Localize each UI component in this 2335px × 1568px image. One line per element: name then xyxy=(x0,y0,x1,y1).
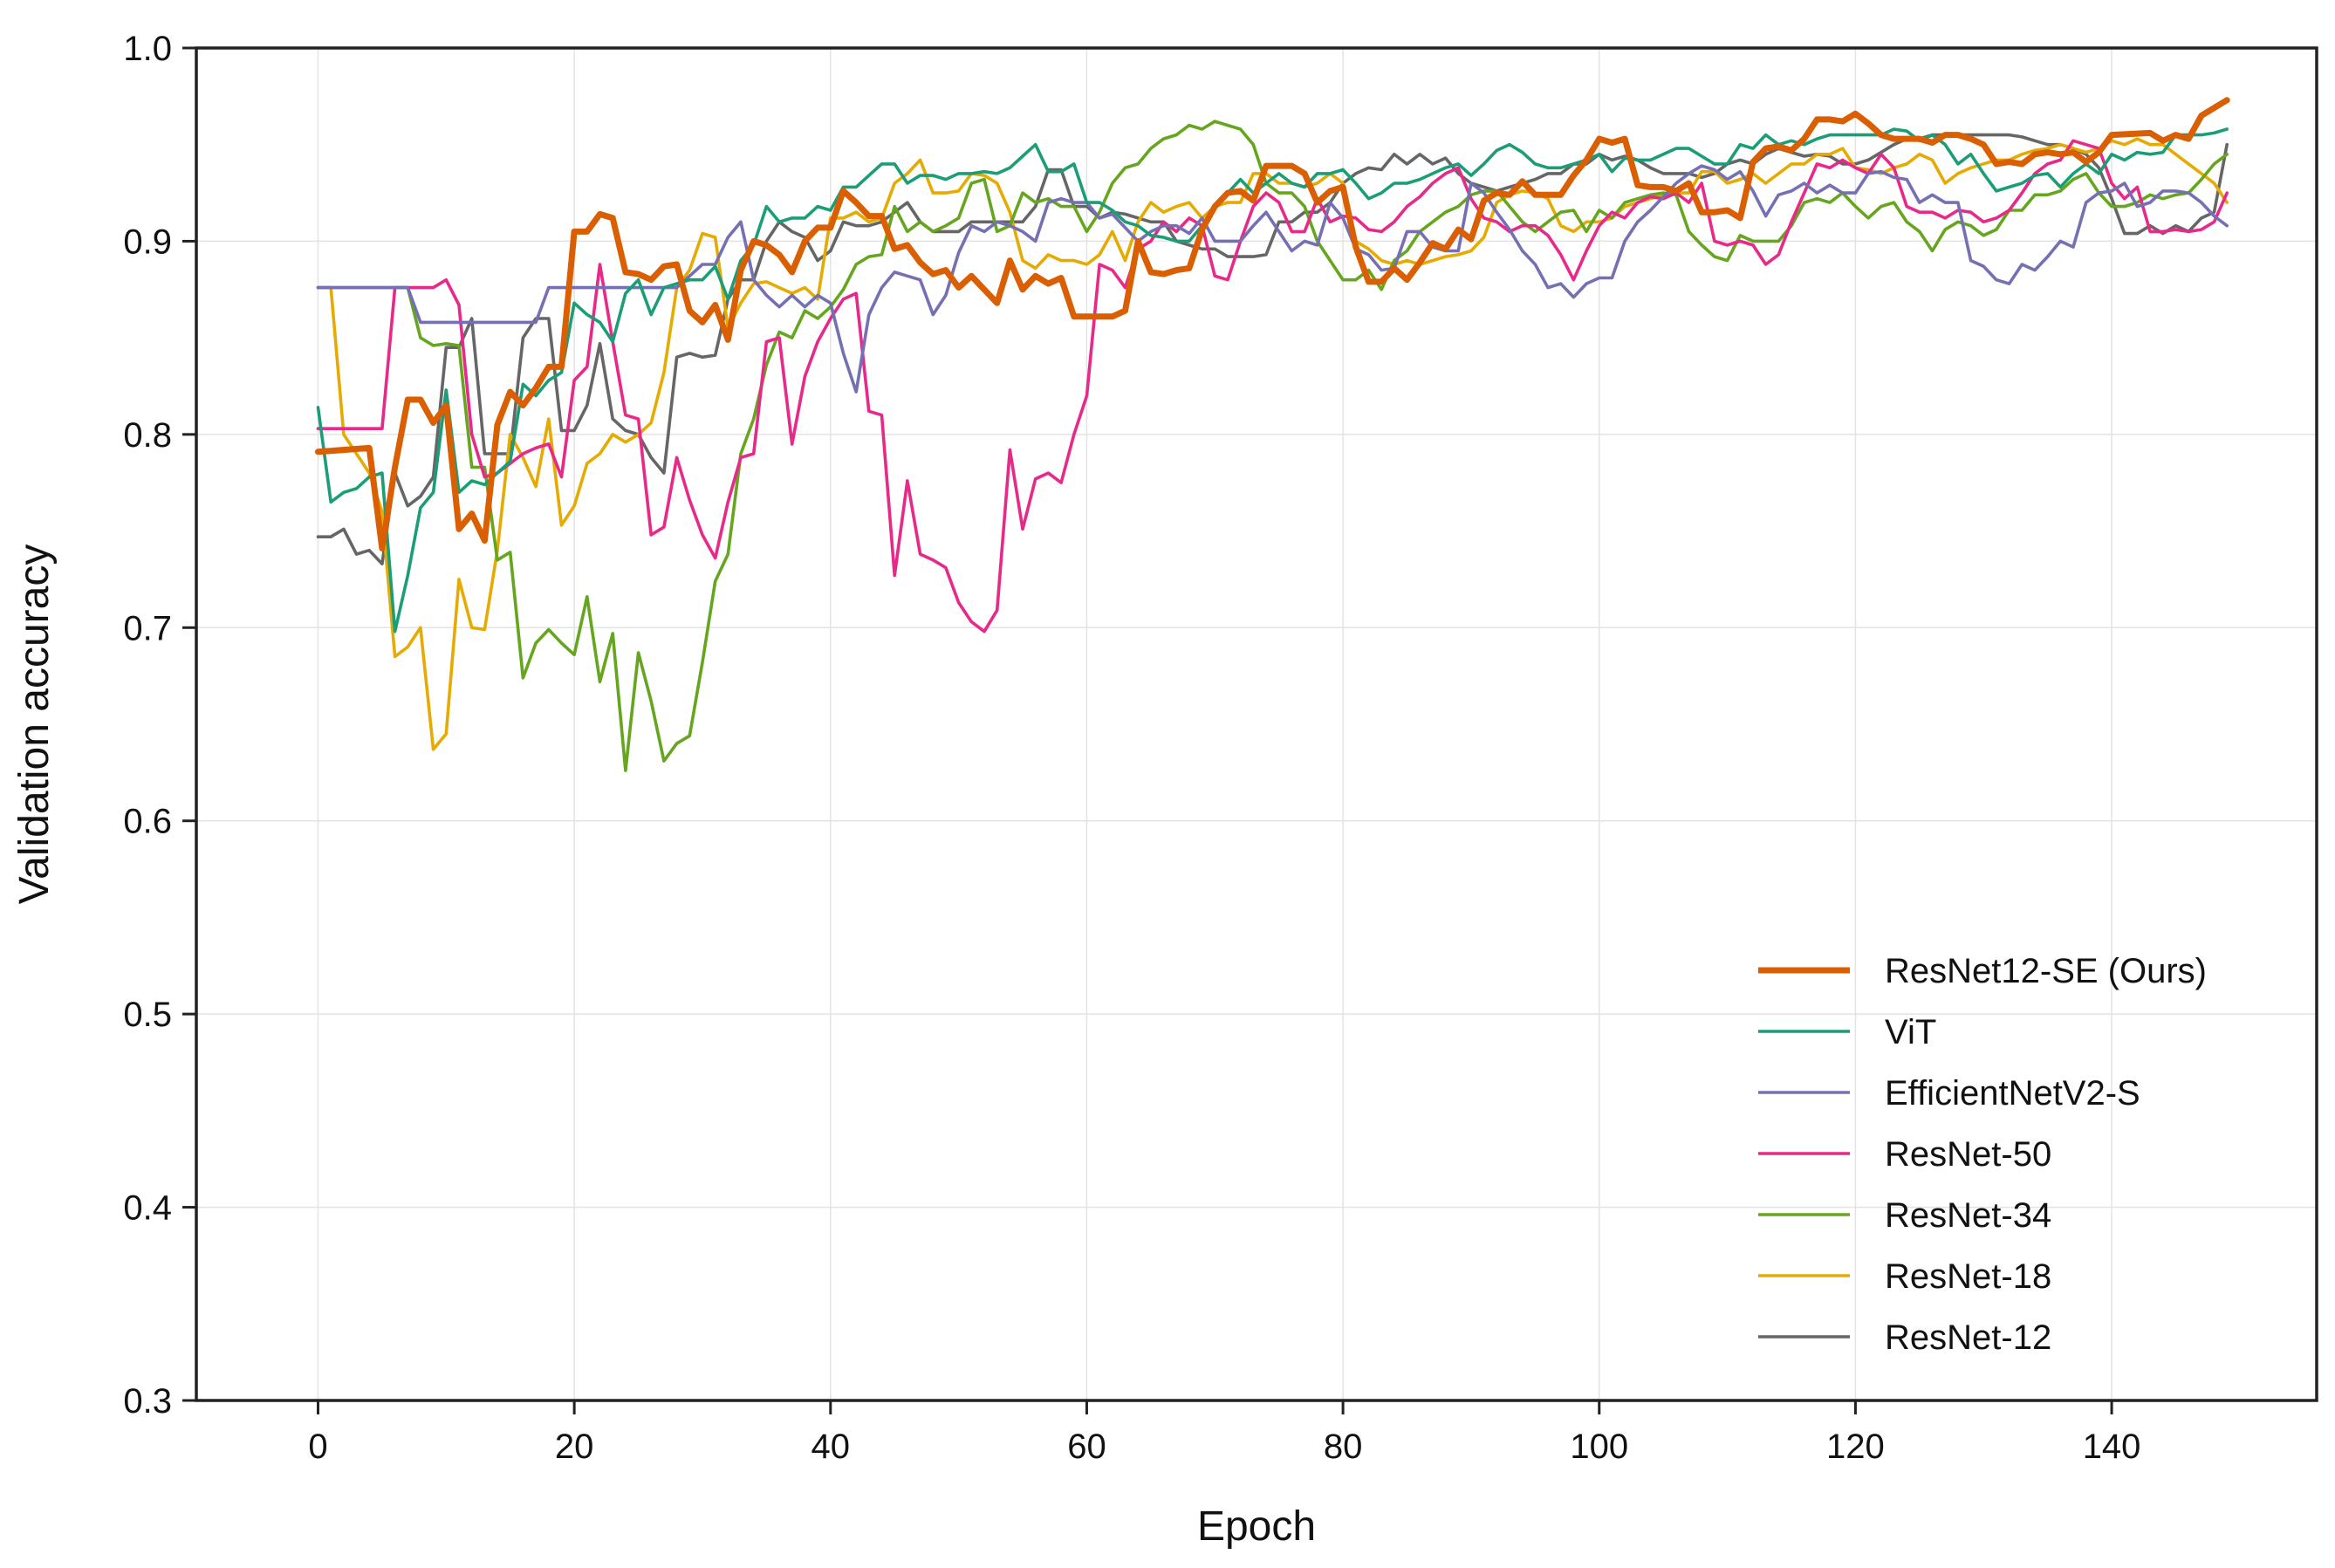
y-axis-label: Validation accuracy xyxy=(11,544,58,905)
series-line-efficientnetv2-s xyxy=(316,164,2229,394)
series-line-resnet-50 xyxy=(316,139,2229,633)
series-line-vit xyxy=(316,127,2229,633)
plot-frame xyxy=(195,46,2318,1402)
legend-label-resnet-12: ResNet-12 xyxy=(1885,1318,2051,1357)
x-tick-label: 60 xyxy=(1067,1428,1106,1466)
legend-label-resnet-18: ResNet-18 xyxy=(1885,1257,2051,1296)
x-tick-label: 80 xyxy=(1324,1428,1363,1466)
y-tick-label: 0.9 xyxy=(123,223,172,261)
series-line-resnet-18 xyxy=(316,137,2229,751)
series-lines xyxy=(315,97,2230,772)
x-tick-label: 140 xyxy=(2083,1428,2141,1466)
legend-label-resnet-34: ResNet-34 xyxy=(1885,1196,2051,1235)
y-tick-label: 0.3 xyxy=(123,1382,172,1421)
x-tick-label: 100 xyxy=(1570,1428,1628,1466)
x-tick-label: 20 xyxy=(555,1428,594,1466)
series-line-resnet-34 xyxy=(316,120,2229,772)
series-line-resnet12-se-ours xyxy=(315,97,2230,551)
x-tick-label: 120 xyxy=(1826,1428,1885,1466)
x-axis-label: Epoch xyxy=(1197,1503,1316,1550)
y-tick-label: 1.0 xyxy=(123,30,172,68)
legend-label-resnet-50: ResNet-50 xyxy=(1885,1135,2051,1174)
y-tick-label: 0.7 xyxy=(123,609,172,647)
legend-label-efficientnetv2-s: EfficientNetV2-S xyxy=(1885,1074,2140,1113)
x-tick-label: 40 xyxy=(811,1428,851,1466)
y-tick-label: 0.5 xyxy=(123,996,172,1034)
y-tick-label: 0.8 xyxy=(123,416,172,455)
y-tick-label: 0.4 xyxy=(123,1189,172,1228)
axis-ticks: 0 20 40 60 80 100 120 140 0.3 0.4 0.5 0.6 0.7 0.8 0.9 1… xyxy=(123,30,2140,1466)
legend-label-resnet12-se-ours: ResNet12-SE (Ours) xyxy=(1885,952,2207,990)
x-tick-label: 0 xyxy=(308,1428,327,1466)
grid xyxy=(196,48,2317,1400)
legend: ResNet12-SE (Ours) ViT EfficientNetV2-S Res… xyxy=(1758,952,2207,1357)
legend-label-vit: ViT xyxy=(1885,1013,1936,1051)
y-tick-label: 0.6 xyxy=(123,803,172,841)
